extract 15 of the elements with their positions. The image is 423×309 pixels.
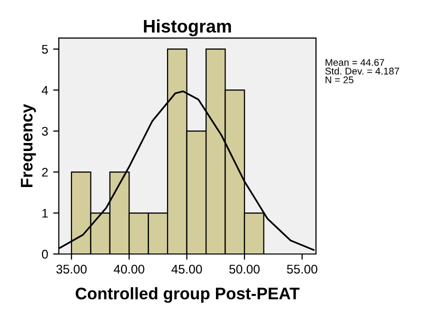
y-tick-label: 3 <box>42 126 48 136</box>
y-tick-label: 2 <box>42 168 48 177</box>
x-tick-label: 35.00 <box>56 264 87 274</box>
x-tick-label: 50.00 <box>229 264 260 274</box>
x-tick-label: 45.00 <box>171 264 202 274</box>
y-tick-label: 5 <box>42 45 48 54</box>
text: Mean = 44.67 Std. Dev. = 4.187 N = 25 <box>325 58 400 84</box>
x-tick-label: 40.00 <box>114 264 144 274</box>
chart-title: Histogram <box>144 19 231 36</box>
y-tick-label: 1 <box>42 208 48 218</box>
x-axis-title: Controlled group Post-PEAT <box>76 287 300 303</box>
y-tick-label: 0 <box>42 250 48 259</box>
y-axis-title: Frequency <box>20 104 36 188</box>
y-tick-label: 4 <box>42 86 48 95</box>
x-tick-label: 55.00 <box>287 264 318 274</box>
